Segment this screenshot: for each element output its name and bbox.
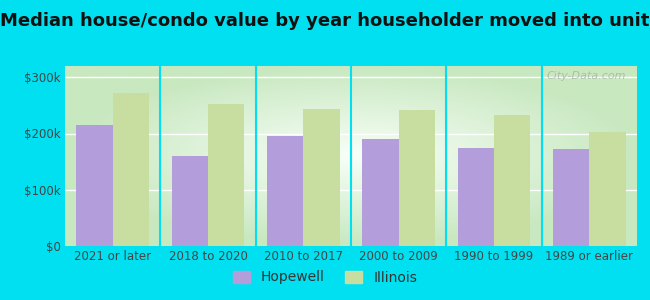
Bar	[363, 139, 398, 246]
Bar	[267, 136, 304, 246]
Bar	[304, 109, 339, 246]
Bar	[590, 132, 625, 246]
Bar	[77, 125, 112, 246]
Bar	[208, 104, 244, 246]
Bar	[172, 156, 208, 246]
Bar	[458, 148, 494, 246]
Bar	[112, 93, 149, 246]
Text: City-Data.com: City-Data.com	[546, 71, 625, 81]
Text: Median house/condo value by year householder moved into unit: Median house/condo value by year househo…	[0, 12, 650, 30]
Legend: Hopewell, Illinois: Hopewell, Illinois	[227, 265, 422, 290]
Bar	[398, 110, 435, 246]
Bar	[494, 116, 530, 246]
Bar	[553, 149, 590, 246]
